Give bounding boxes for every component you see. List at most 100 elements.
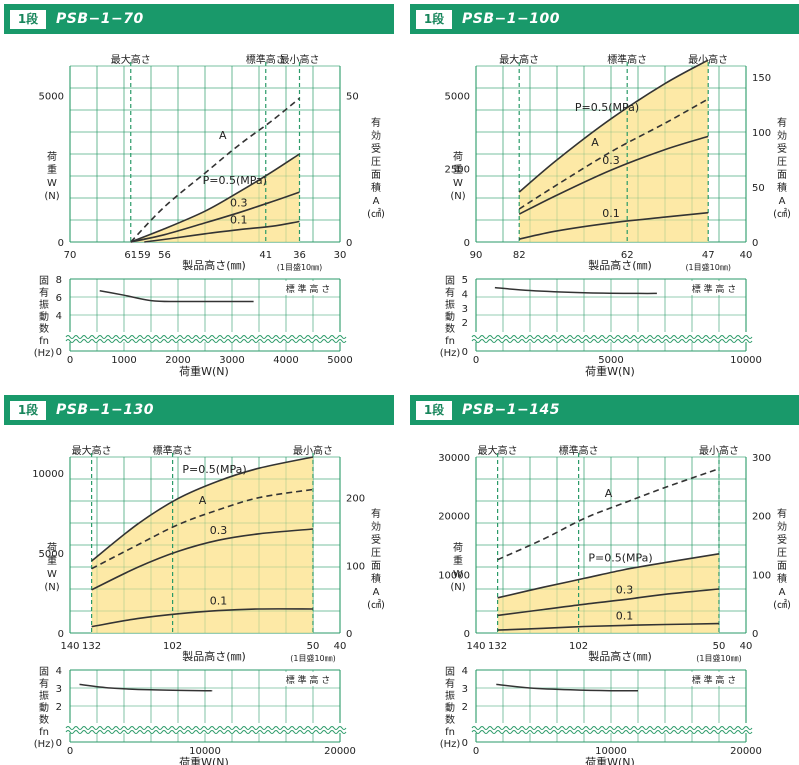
y-left-tick-label: 30000 xyxy=(438,453,470,464)
std-height-label: 標 準 高 さ xyxy=(692,283,737,295)
y-right-axis-label: (㎠) xyxy=(367,599,385,611)
y-left-axis-label: 重 xyxy=(47,163,57,176)
height-marker-label: 最小高さ xyxy=(280,53,320,66)
freq-x-tick-label: 10000 xyxy=(189,746,221,757)
y-right-axis-label: 効 xyxy=(371,129,381,142)
y-right-axis-label: 面 xyxy=(371,170,381,181)
y-right-tick-label: 200 xyxy=(752,512,771,523)
y-right-tick-label: 150 xyxy=(752,73,771,84)
std-height-box xyxy=(684,281,744,295)
series-line-area xyxy=(130,97,300,243)
y-left-axis-label: 荷 xyxy=(47,151,57,163)
freq-y-axis-label: (Hz) xyxy=(440,739,461,750)
y-right-axis-label: 面 xyxy=(777,170,787,181)
y-left-tick-label: 0 xyxy=(58,629,64,640)
freq-y-tick-label: 4 xyxy=(462,666,468,677)
x-tick-label: 50 xyxy=(307,641,320,652)
freq-y-tick-label: 6 xyxy=(56,293,62,304)
x-axis-label: 製品高さ(㎜) xyxy=(182,258,246,272)
y-right-axis-label: 受 xyxy=(371,534,381,546)
y-right-tick-label: 300 xyxy=(752,453,771,464)
freq-x-axis-label: 荷重W(N) xyxy=(585,755,635,765)
height-marker-label: 最大高さ xyxy=(478,444,518,457)
freq-x-axis-label: 荷重W(N) xyxy=(179,364,229,378)
x-tick-label: 56 xyxy=(158,250,171,261)
y-right-tick-label: 100 xyxy=(346,561,365,572)
x-axis-label: 製品高さ(㎜) xyxy=(588,258,652,272)
freq-y-axis-label: 数 xyxy=(39,713,49,726)
series-line-0.1 xyxy=(91,608,314,628)
y-left-axis-label: 荷 xyxy=(453,542,463,554)
series-line-0.5 xyxy=(130,153,300,243)
x-tick-label: 70 xyxy=(64,250,77,261)
chart-header: 1段 PSB−1−70 xyxy=(4,4,394,34)
axis-break-mark xyxy=(471,730,753,734)
freq-y-axis-label: 動 xyxy=(39,310,49,323)
freq-y-tick-label: 5 xyxy=(462,275,468,286)
freq-y-axis-label: 有 xyxy=(445,677,455,690)
curve-label: 0.3 xyxy=(210,524,228,537)
x-axis-note: (1目盛10㎜) xyxy=(290,653,336,663)
chart-header: 1段 PSB−1−130 xyxy=(4,395,394,425)
y-right-axis-label: A xyxy=(373,587,380,598)
y-left-axis-label: (N) xyxy=(450,191,465,202)
y-right-axis-label: (㎠) xyxy=(773,208,791,220)
height-marker-label: 標準高さ xyxy=(559,444,599,457)
y-right-tick-label: 50 xyxy=(346,91,359,102)
curve-label: 0.3 xyxy=(230,197,248,210)
axis-break-gap xyxy=(66,332,344,342)
y-right-axis-label: 積 xyxy=(371,181,381,194)
freq-y-axis-label: 固 xyxy=(39,666,49,678)
curve-label: P=0.5(MPa) xyxy=(588,552,652,565)
freq-y-tick-label: 2 xyxy=(462,702,468,713)
chart-title: PSB−1−130 xyxy=(56,402,154,418)
x-axis-note: (1目盛10㎜) xyxy=(685,262,731,272)
freq-x-tick-label: 0 xyxy=(67,355,73,366)
freq-y-axis-label: 固 xyxy=(445,275,455,287)
y-left-axis-label: 重 xyxy=(453,554,463,567)
freq-y-axis-label: fn xyxy=(445,727,455,738)
freq-y-axis-label: 振 xyxy=(39,689,49,702)
y-right-axis-label: 圧 xyxy=(371,157,381,168)
height-marker-label: 標準高さ xyxy=(153,444,193,457)
freq-y-axis-label: 有 xyxy=(445,286,455,299)
freq-x-tick-label: 3000 xyxy=(219,355,244,366)
curve-label: 0.1 xyxy=(210,595,228,608)
freq-y-axis-label: 有 xyxy=(39,286,49,299)
series-line-0.5 xyxy=(497,553,720,599)
y-left-axis-label: 荷 xyxy=(453,151,463,163)
y-right-axis-label: 積 xyxy=(777,181,787,194)
x-tick-label: 40 xyxy=(740,250,753,261)
x-axis-note: (1目盛10㎜) xyxy=(277,262,323,272)
freq-y-tick-label: 2 xyxy=(462,318,468,329)
y-right-axis-label: (㎠) xyxy=(773,599,791,611)
std-height-box xyxy=(278,672,338,686)
x-tick-label: 30 xyxy=(334,250,347,261)
freq-y-axis-label: (Hz) xyxy=(34,348,55,359)
freq-y-axis-label: 固 xyxy=(39,275,49,287)
y-left-tick-label: 0 xyxy=(464,629,470,640)
axis-break-mark xyxy=(65,730,347,734)
axis-break-mark xyxy=(471,726,753,730)
freq-y-tick-label: 0 xyxy=(462,347,468,358)
freq-y-tick-label: 0 xyxy=(462,738,468,749)
stage-badge: 1段 xyxy=(10,10,46,29)
y-left-tick-label: 2500 xyxy=(445,165,470,176)
freq-y-tick-label: 4 xyxy=(56,311,62,322)
y-right-tick-label: 0 xyxy=(752,238,758,249)
series-line-0.3 xyxy=(130,191,300,243)
freq-y-axis-label: 数 xyxy=(445,713,455,726)
freq-y-tick-label: 2 xyxy=(56,702,62,713)
freq-y-axis-label: 動 xyxy=(445,701,455,714)
y-right-axis-label: 有 xyxy=(777,116,787,129)
freq-y-axis-label: fn xyxy=(39,727,49,738)
stage-badge: 1段 xyxy=(10,401,46,420)
series-line-area xyxy=(518,98,709,210)
y-right-axis-label: 圧 xyxy=(371,548,381,559)
freq-x-tick-label: 1000 xyxy=(111,355,136,366)
x-tick-label: 50 xyxy=(713,641,726,652)
freq-y-axis-label: 固 xyxy=(445,666,455,678)
freq-curve xyxy=(496,683,639,692)
x-tick-label: 140 xyxy=(60,641,79,652)
axis-break-mark xyxy=(471,335,753,339)
